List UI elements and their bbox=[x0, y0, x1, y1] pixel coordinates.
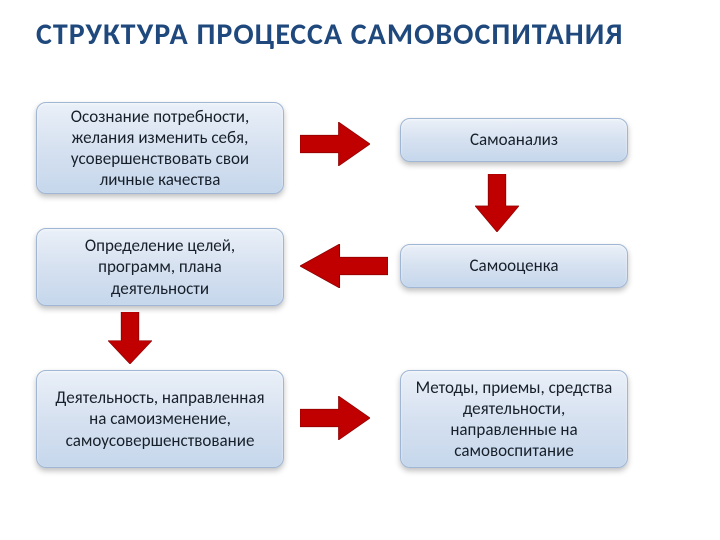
node-label: Самоанализ bbox=[470, 129, 558, 150]
arrow-down-1 bbox=[475, 174, 519, 232]
arrow-left-1 bbox=[300, 244, 388, 288]
node-label: Осознание потребности, желания изменить … bbox=[49, 106, 271, 191]
node-methods: Методы, приемы, средства деятельности, н… bbox=[400, 370, 628, 468]
arrow-right-2 bbox=[300, 396, 370, 440]
node-goals: Определение целей, программ, плана деяте… bbox=[36, 228, 284, 306]
slide-title: СТРУКТУРА ПРОЦЕССА САМОВОСПИТАНИЯ bbox=[36, 18, 624, 52]
node-selfassessment: Самооценка bbox=[400, 244, 628, 288]
node-label: Методы, приемы, средства деятельности, н… bbox=[413, 377, 615, 462]
arrow-right-1 bbox=[300, 122, 370, 166]
node-awareness: Осознание потребности, желания изменить … bbox=[36, 102, 284, 194]
arrow-down-2 bbox=[108, 312, 152, 364]
node-label: Определение целей, программ, плана деяте… bbox=[49, 235, 271, 299]
node-label: Самооценка bbox=[469, 255, 558, 276]
node-activity: Деятельность, направленная на самоизмене… bbox=[36, 370, 284, 468]
node-label: Деятельность, направленная на самоизмене… bbox=[49, 387, 271, 451]
node-selfanalysis: Самоанализ bbox=[400, 118, 628, 162]
